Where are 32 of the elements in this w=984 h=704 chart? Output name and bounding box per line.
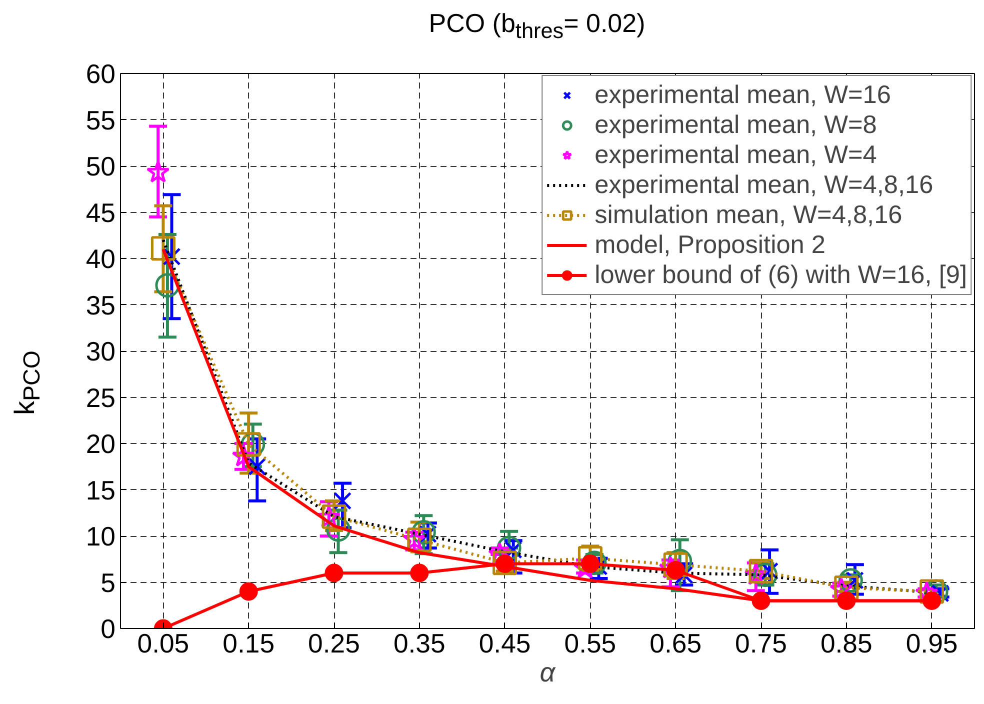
- y-tick-label: 35: [86, 290, 116, 320]
- x-tick-label: 0.95: [906, 628, 958, 658]
- y-tick-label: 25: [86, 382, 116, 413]
- x-tick-label: 0.15: [222, 628, 275, 658]
- chart-title: PCO (b$_{thres}$= 0.02): [428, 7, 646, 46]
- x-tick-label: 0.65: [650, 628, 702, 658]
- y-tick-label: 40: [86, 244, 116, 274]
- y-tick-label: 30: [86, 336, 116, 366]
- legend-label: lower bound of (6) with W=16, [9]: [594, 260, 967, 290]
- legend-label: experimental mean, W=4: [594, 140, 877, 170]
- y-tick-label: 60: [86, 59, 116, 89]
- y-tick-label: 50: [86, 152, 116, 182]
- x-tick-label: 0.05: [137, 628, 190, 658]
- y-tick-label: 55: [86, 105, 116, 136]
- legend-label: experimental mean, W=16: [594, 80, 891, 110]
- y-tick-label: 45: [86, 198, 116, 228]
- legend-label: experimental mean, W=8: [594, 110, 877, 140]
- legend-label: model, Proposition 2: [594, 230, 826, 260]
- y-tick-label: 20: [86, 429, 116, 459]
- x-tick-label: 0.85: [820, 628, 872, 658]
- y-tick-label: 5: [100, 568, 116, 598]
- y-tick-label: 0: [100, 614, 116, 644]
- x-tick-label: 0.25: [308, 628, 360, 658]
- y-tick-label: 15: [86, 475, 116, 506]
- legend-label: simulation mean, W=4,8,16: [594, 200, 902, 230]
- x-tick-label: 0.75: [735, 628, 787, 658]
- x-tick-label: 0.45: [478, 628, 531, 658]
- x-tick-label: 0.35: [393, 628, 446, 658]
- y-tick-label: 10: [86, 522, 116, 552]
- legend-label: experimental mean, W=4,8,16: [594, 170, 934, 200]
- x-tick-label: 0.55: [564, 628, 616, 658]
- x-axis-title: α: [540, 658, 557, 688]
